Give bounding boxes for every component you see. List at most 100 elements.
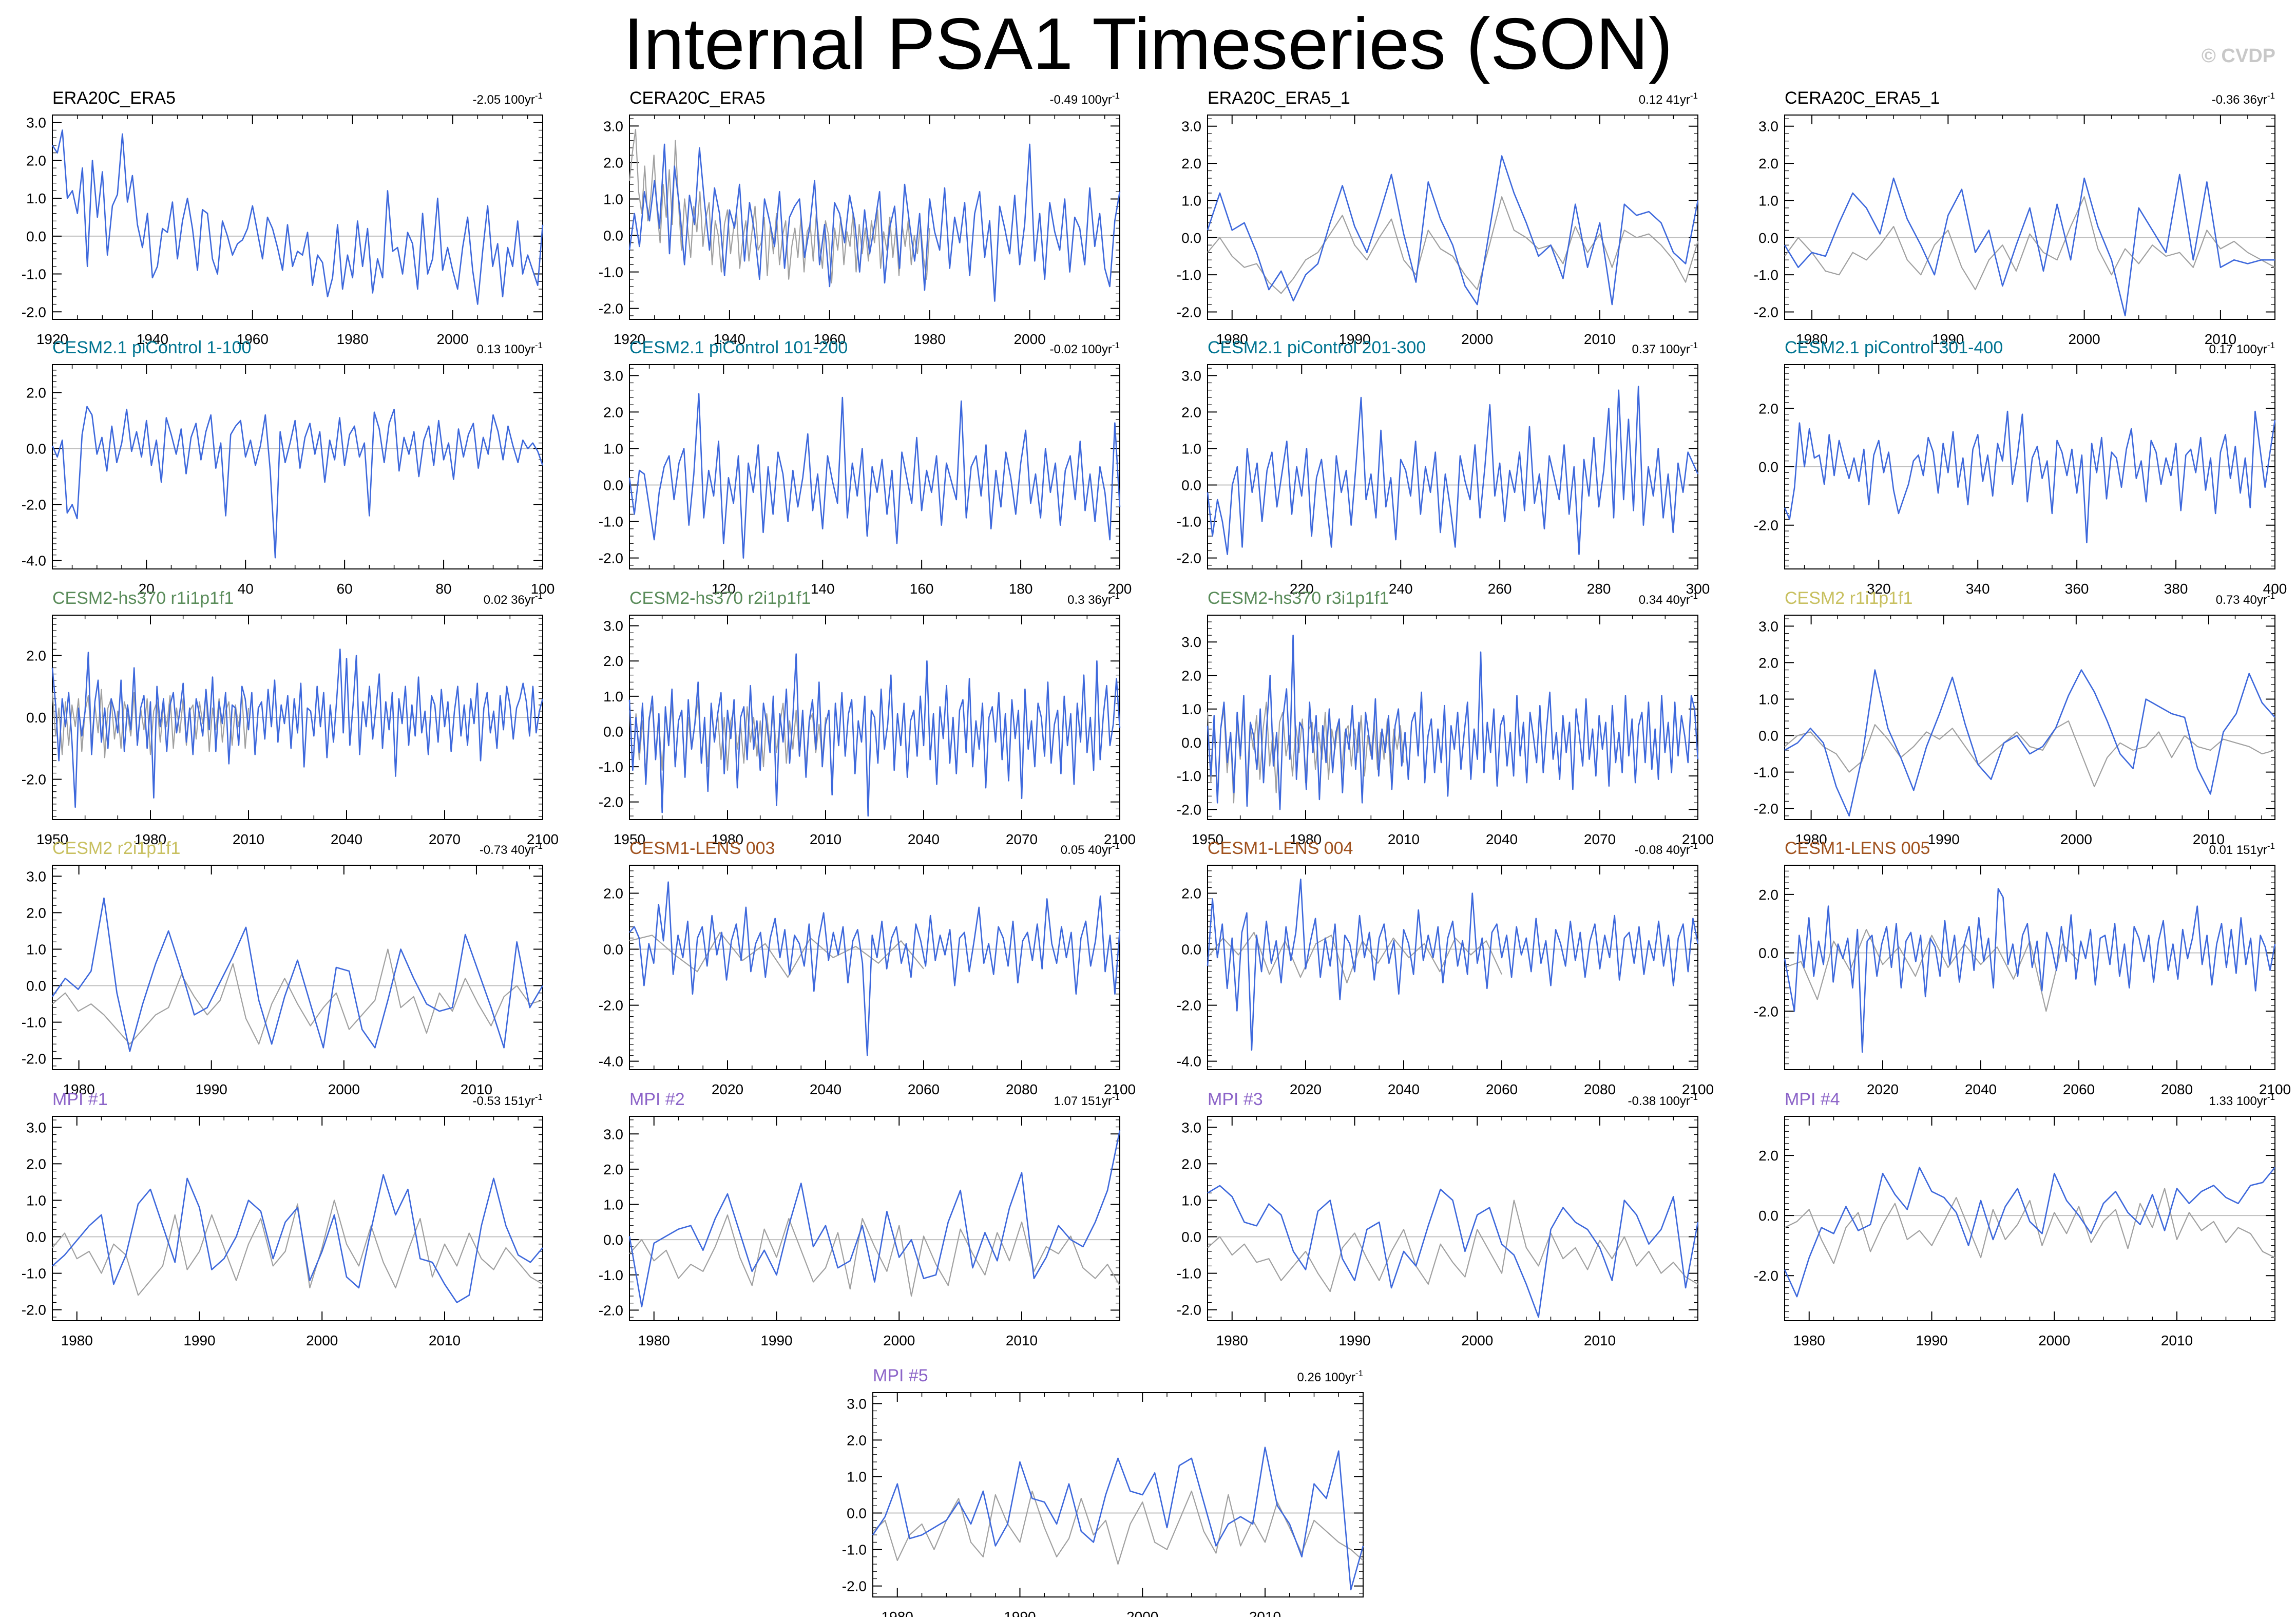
y-tick-label: 2.0	[1758, 401, 1778, 416]
panel-13: 1980 1990 2000 2010 -2.0 -1.0 0.0 1.0 2.0 3.0 CESM…	[22, 839, 544, 1097]
series-line-primary	[51, 649, 544, 808]
x-tick-label: 2040	[1965, 1081, 1997, 1097]
x-tick-label: 400	[2263, 581, 2287, 597]
x-tick-label: 1980	[638, 1333, 670, 1348]
x-tick-label: 2010	[2161, 1333, 2193, 1348]
x-tick-label: 1940	[137, 331, 168, 347]
panel-title: MPI #4	[1785, 1090, 1840, 1109]
panel-title: CESM2-hs370 r1i1p1f1	[52, 588, 234, 608]
trend-label: -0.36 36yr-1	[2212, 91, 2275, 107]
x-tick-label: 1980	[337, 331, 369, 347]
y-tick-label: -1.0	[599, 514, 623, 530]
plot-frame	[52, 364, 543, 569]
trend-label: -0.02 100yr-1	[1049, 340, 1120, 356]
series-line-primary	[51, 129, 544, 305]
y-tick-label: 3.0	[26, 868, 46, 884]
trend-label: -0.49 100yr-1	[1049, 91, 1120, 107]
y-tick-label: -2.0	[1754, 305, 1778, 320]
series-line-reference	[628, 699, 827, 778]
x-tick-label: 360	[2065, 581, 2089, 597]
x-tick-label: 2000	[1013, 331, 1045, 347]
y-tick-label: 2.0	[1758, 156, 1778, 172]
panel-20: 1980 1990 2000 2010 -2.0 0.0 2.0 MPI #4 1.33 100…	[1754, 1090, 2276, 1348]
y-tick-label: 0.0	[1181, 735, 1201, 751]
trend-label: -0.73 40yr-1	[480, 841, 543, 857]
y-tick-label: -2.0	[1177, 802, 1201, 817]
x-tick-label: 1980	[63, 1081, 94, 1097]
y-tick-label: -2.0	[1754, 1003, 1778, 1019]
trend-exponent: -1	[1690, 841, 1698, 851]
y-tick-label: 2.0	[1758, 655, 1778, 671]
y-tick-label: 2.0	[603, 404, 623, 420]
trend-exponent: -1	[1112, 841, 1120, 851]
panel-7: 220 240 260 280 300 -2.0 -1.0 0.0 1.0 2.0 3.0 CESM2…	[1177, 338, 1710, 597]
y-tick-label: 1.0	[26, 191, 46, 206]
panel-15: 2020 2040 2060 2080 2100 -4.0 -2.0 0.0 2.0 CESM1-…	[1177, 839, 1714, 1097]
x-tick-label: 2080	[1006, 1081, 1038, 1097]
y-tick-label: 0.0	[1758, 230, 1778, 246]
y-tick-label: 0.0	[26, 978, 46, 994]
x-tick-label: 2010	[1388, 831, 1420, 847]
y-tick-label: -2.0	[22, 497, 46, 513]
x-tick-label: 2010	[810, 831, 841, 847]
x-tick-label: 2010	[1249, 1609, 1281, 1617]
y-tick-label: 3.0	[1181, 368, 1201, 384]
x-tick-label: 1990	[1338, 331, 1370, 347]
y-tick-label: 0.0	[1758, 945, 1778, 961]
plot-frame	[52, 1116, 543, 1321]
x-tick-label: 2070	[1584, 831, 1616, 847]
y-tick-label: 2.0	[26, 153, 46, 168]
panel-title: CESM2-hs370 r2i1p1f1	[629, 588, 811, 608]
y-tick-label: -2.0	[1177, 1302, 1201, 1318]
plot-frame	[1784, 865, 2275, 1070]
plot-frame	[629, 865, 1120, 1070]
y-tick-label: 2.0	[26, 385, 46, 401]
x-tick-label: 2070	[429, 831, 461, 847]
x-tick-label: 120	[712, 581, 736, 597]
x-tick-label: 1990	[1928, 831, 1960, 847]
y-tick-label: 3.0	[26, 115, 46, 131]
x-tick-label: 2010	[233, 831, 264, 847]
trend-label: 0.3 36yr-1	[1067, 591, 1120, 607]
series-line-reference	[52, 948, 543, 1045]
panel-title: CESM2.1 piControl 201-300	[1208, 338, 1426, 357]
series-line-primary	[628, 143, 1121, 302]
series-line-primary	[1207, 1185, 1699, 1318]
y-tick-label: 0.0	[26, 441, 46, 457]
y-tick-label: 3.0	[603, 118, 623, 134]
y-tick-label: 2.0	[1181, 1156, 1201, 1172]
x-tick-label: 1960	[814, 331, 846, 347]
panel-title: CESM2-hs370 r3i1p1f1	[1208, 588, 1389, 608]
y-tick-label: 3.0	[603, 618, 623, 634]
panel-4: 1980 1990 2000 2010 -2.0 -1.0 0.0 1.0 2.0 3.0 CERA…	[1754, 88, 2275, 347]
trend-exponent: -1	[2267, 1092, 2275, 1102]
x-tick-label: 1980	[1216, 1333, 1248, 1348]
trend-label: 0.02 36yr-1	[484, 591, 543, 607]
series-line-primary	[1784, 888, 2276, 1053]
y-tick-label: 2.0	[1181, 404, 1201, 420]
series-line-primary	[872, 1447, 1364, 1591]
y-tick-label: 0.0	[26, 710, 46, 726]
x-tick-label: 280	[1587, 581, 1611, 597]
y-tick-label: -2.0	[1177, 550, 1201, 566]
y-tick-label: 2.0	[1758, 1148, 1778, 1164]
panel-12: 1980 1990 2000 2010 -2.0 -1.0 0.0 1.0 2.0 3.0 CESM…	[1754, 588, 2275, 847]
y-tick-label: -2.0	[599, 998, 623, 1014]
trend-exponent: -1	[1112, 1092, 1120, 1102]
trend-exponent: -1	[1112, 340, 1120, 350]
y-tick-label: 1.0	[603, 689, 623, 705]
y-tick-label: 0.0	[1181, 1229, 1201, 1245]
x-tick-label: 2000	[1461, 1333, 1493, 1348]
series-line-primary	[1784, 669, 2275, 817]
series-line-primary	[1784, 174, 2275, 317]
series-line-reference	[628, 129, 930, 284]
x-tick-label: 2010	[2193, 831, 2225, 847]
plot-frame	[1207, 1116, 1698, 1321]
x-tick-label: 200	[1108, 581, 1132, 597]
x-tick-label: 2080	[2161, 1081, 2193, 1097]
x-tick-label: 2100	[527, 831, 559, 847]
x-tick-label: 1980	[61, 1333, 93, 1348]
trend-label: -0.08 40yr-1	[1635, 841, 1698, 857]
plot-frame	[1207, 364, 1698, 569]
